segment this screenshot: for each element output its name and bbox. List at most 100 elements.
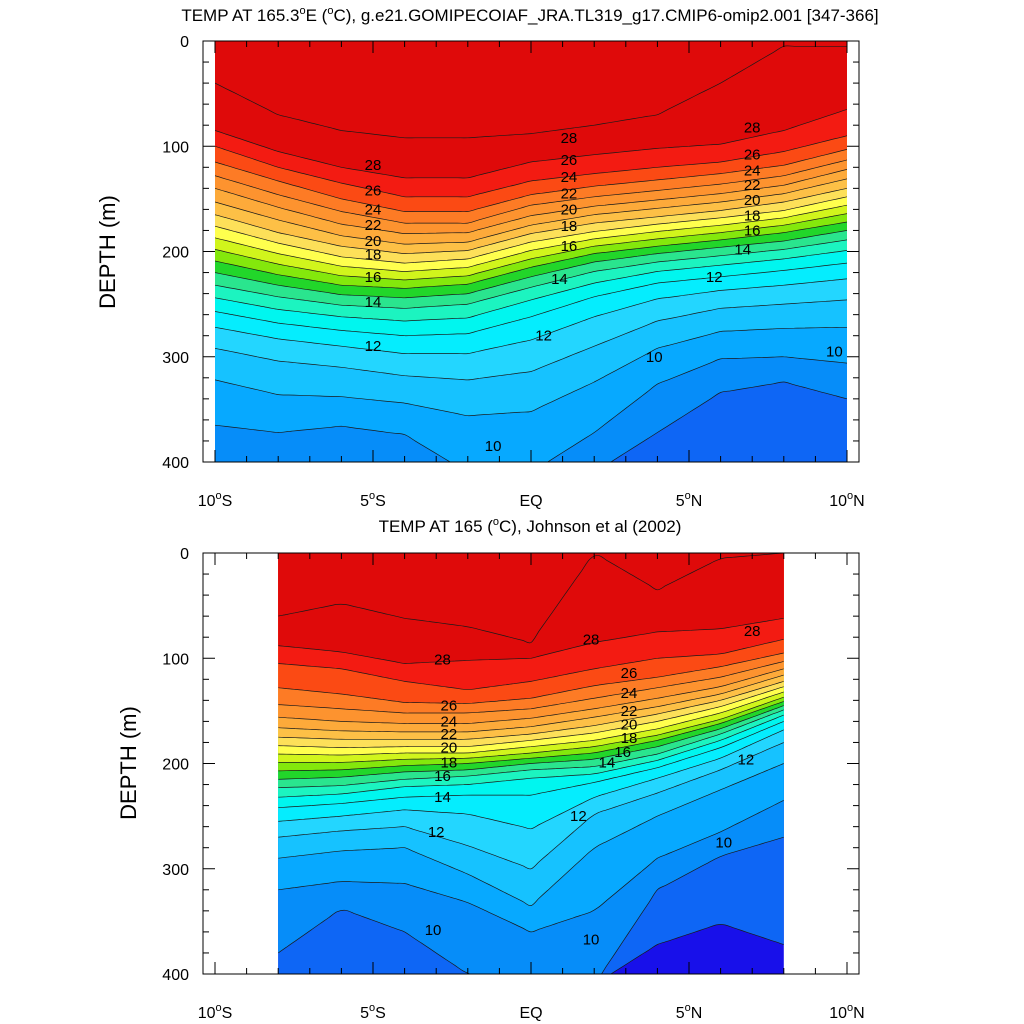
isotherm-11: [215, 326, 847, 417]
isotherm-lines: [215, 45, 847, 462]
panel-title-observations: TEMP AT 165 (oC), Johnson et al (2002): [379, 516, 682, 536]
isotherm-14: [215, 262, 847, 337]
y-tick-label: 200: [162, 245, 189, 262]
y-tick-label: 200: [162, 757, 189, 774]
y-tick-label: 0: [180, 34, 189, 51]
contour-label: 24: [621, 685, 638, 702]
contour-label: 16: [614, 744, 631, 761]
contour-label: 22: [365, 217, 382, 234]
isotherm-20: [278, 691, 784, 756]
contour-label: 24: [440, 713, 457, 730]
contour-label: 20: [744, 192, 761, 209]
isotherm-lines: [278, 553, 784, 974]
isotherm-9.5: [610, 381, 847, 462]
contour-label: 16: [365, 269, 382, 286]
isotherm-17: [215, 230, 847, 299]
isotherm-27: [215, 135, 847, 198]
isotherm-17: [278, 705, 784, 780]
isotherm-28: [215, 109, 847, 179]
isotherm-27: [278, 638, 784, 690]
isotherm-23: [278, 674, 784, 733]
isotherm-29: [278, 553, 784, 644]
axis-ticks: 0 100 200 300 400 10oS 5oS EQ 5oN 10oN: [162, 546, 864, 1022]
isotherm-10: [278, 799, 784, 933]
contour-label: 16: [434, 768, 451, 785]
y-tick-label: 0: [180, 546, 189, 563]
contour-label: 28: [744, 623, 761, 640]
isotherm-15: [278, 714, 784, 798]
contour-label: 26: [365, 182, 382, 199]
contour-label: 24: [744, 162, 761, 179]
contour-label: 12: [738, 751, 755, 768]
isotherm-9: [278, 836, 784, 974]
observation-contour-panel: TEMP AT 165 (oC), Johnson et al (2002) D…: [116, 516, 865, 1022]
contour-labels: 2826242220181614121028262422201816141210…: [365, 119, 843, 455]
contour-label: 20: [621, 717, 638, 734]
panel-title-model: TEMP AT 165.3oE (oC), g.e21.GOMIPECOIAF_…: [181, 5, 878, 25]
contour-label: 14: [598, 754, 615, 771]
contour-label: 12: [428, 824, 445, 841]
contour-label: 24: [365, 201, 382, 218]
contour-label: 24: [561, 169, 578, 186]
contour-label: 14: [434, 789, 451, 806]
contour-label: 12: [706, 269, 723, 286]
isotherm-26: [278, 652, 784, 704]
isotherm-22: [278, 681, 784, 740]
isotherm-13: [215, 278, 847, 355]
isotherm-15: [215, 250, 847, 322]
isotherm-21: [278, 686, 784, 748]
contour-label: 20: [561, 201, 578, 218]
x-tick-label: 10oN: [829, 1002, 864, 1022]
contour-label: 16: [744, 222, 761, 239]
isotherm-18: [215, 221, 847, 289]
contour-label: 18: [744, 208, 761, 225]
isotherm-16: [215, 239, 847, 309]
isotherm-25: [278, 661, 784, 714]
x-tick-label: EQ: [519, 493, 542, 510]
contour-label: 22: [561, 186, 578, 203]
isotherm-28: [278, 617, 784, 664]
model-contour-panel: TEMP AT 165.3oE (oC), g.e21.GOMIPECOIAF_…: [95, 5, 879, 510]
x-tick-label: 10oN: [829, 490, 864, 510]
contour-label: 28: [744, 119, 761, 136]
x-tick-label: 5oN: [676, 1002, 703, 1022]
isotherm-10: [215, 356, 847, 462]
isotherm-8: [610, 924, 784, 974]
contour-label: 10: [485, 438, 502, 455]
isotherm-13: [278, 729, 784, 830]
axis-ticks: 0 100 200 300 400 10oS 5oS EQ 5oN 10oN: [162, 34, 864, 510]
x-tick-label: EQ: [519, 1005, 542, 1022]
isotherm-19: [278, 696, 784, 763]
isotherm-16: [278, 709, 784, 789]
contour-label: 10: [646, 349, 663, 366]
y-tick-label: 300: [162, 350, 189, 367]
contour-label: 12: [365, 338, 382, 355]
contour-label: 14: [365, 294, 382, 311]
y-tick-label: 400: [162, 967, 189, 984]
isotherm-11: [278, 763, 784, 906]
isotherm-14: [278, 721, 784, 809]
isotherm-24: [215, 169, 847, 235]
x-tick-label: 5oS: [360, 1002, 386, 1022]
temperature-fill: [215, 41, 847, 462]
y-axis-label: DEPTH (m): [95, 195, 120, 309]
contour-label: 28: [583, 631, 600, 648]
contour-label: 26: [440, 698, 457, 715]
isotherm-26: [215, 149, 847, 213]
contour-label: 26: [561, 152, 578, 169]
y-axis-label: DEPTH (m): [116, 706, 141, 820]
isotherm-23: [215, 178, 847, 245]
isotherm-24: [278, 668, 784, 724]
y-tick-label: 100: [162, 139, 189, 156]
contour-label: 14: [551, 271, 568, 288]
contour-label: 28: [561, 130, 578, 147]
x-tick-label: 5oN: [676, 490, 703, 510]
contour-label: 22: [621, 703, 638, 720]
contour-label: 10: [425, 922, 442, 939]
contour-label: 16: [561, 238, 578, 255]
contour-label: 28: [434, 651, 451, 668]
contour-label: 26: [621, 665, 638, 682]
contour-label: 10: [583, 931, 600, 948]
y-tick-label: 400: [162, 455, 189, 472]
